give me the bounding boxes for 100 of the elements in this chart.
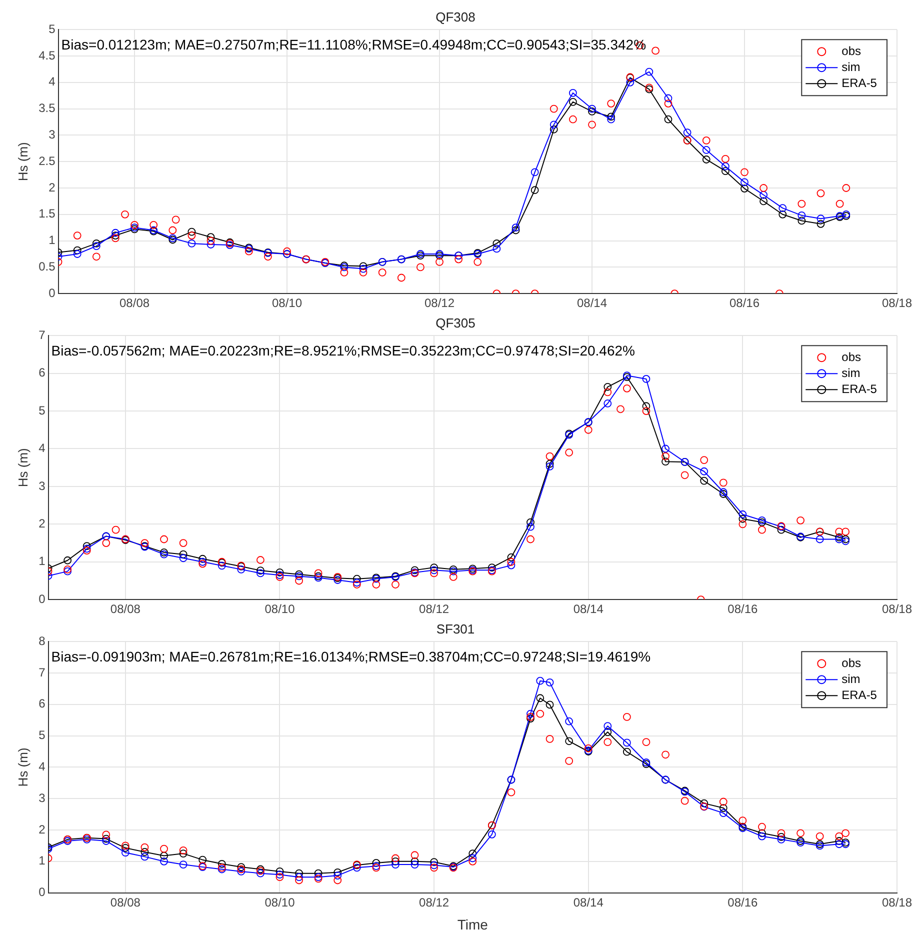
y-tick-label: 2.5	[38, 154, 56, 168]
y-tick-label: 5	[38, 403, 46, 418]
y-axis-title: Hs (m)	[15, 448, 30, 488]
point	[206, 233, 215, 242]
point	[607, 112, 616, 121]
point	[607, 115, 616, 124]
point	[546, 460, 554, 468]
y-tick-label: 3	[38, 790, 46, 805]
point	[798, 216, 806, 225]
point	[702, 146, 710, 154]
point	[662, 458, 670, 466]
point	[816, 214, 825, 223]
y-tick-label: 4	[38, 760, 46, 774]
point	[112, 232, 120, 240]
point	[816, 535, 824, 544]
point	[738, 514, 747, 523]
point	[588, 104, 596, 113]
point	[512, 224, 520, 232]
y-tick-label: 3	[38, 478, 46, 493]
point	[664, 94, 672, 102]
y-tick-label: 0.5	[38, 260, 56, 274]
x-tick-label: 08/18	[882, 602, 912, 616]
point	[721, 162, 730, 170]
y-tick-label: 1.5	[38, 206, 56, 221]
x-tick-label: 08/12	[424, 296, 455, 310]
legend-label: obs	[842, 656, 861, 670]
x-tick-label: 08/10	[264, 602, 296, 616]
y-tick-label: 1	[38, 854, 46, 868]
point	[256, 569, 264, 578]
point	[568, 98, 577, 106]
x-tick-label: 08/12	[419, 895, 450, 910]
legend-label: obs	[842, 44, 861, 58]
point	[430, 564, 438, 572]
y-tick-label: 3	[48, 128, 56, 142]
point	[604, 382, 612, 391]
x-tick-label: 08/14	[576, 296, 608, 310]
y-tick-label: 4	[38, 441, 46, 456]
point	[588, 107, 596, 116]
point	[740, 178, 748, 186]
point	[683, 128, 692, 137]
y-tick-label: 6	[38, 696, 46, 711]
point	[73, 246, 82, 254]
point	[546, 462, 554, 470]
point	[82, 542, 91, 550]
point	[188, 239, 196, 248]
point	[816, 220, 825, 228]
point	[662, 444, 670, 453]
annotation: Bias=-0.057562m; MAE=0.20223m;RE=8.9521%;RMSE=0.35223m;CC=0.97478;SI=20.462%	[51, 342, 635, 358]
point	[664, 115, 672, 124]
point	[798, 212, 806, 220]
legend-label: ERA-5	[842, 76, 878, 90]
legend-label: sim	[842, 60, 860, 74]
y-tick-label: 1	[48, 233, 56, 248]
point	[112, 228, 120, 237]
legend-label: sim	[842, 366, 860, 380]
y-tick-label: 0	[48, 286, 56, 300]
annotation: Bias=-0.091903m; MAE=0.26781m;RE=16.0134%;RMSE=0.38704m;CC=0.97248;SI=19.4619%	[51, 648, 651, 664]
point	[92, 239, 100, 248]
point	[92, 252, 100, 261]
legend-label: ERA-5	[842, 382, 878, 396]
chart-title: QF305	[436, 315, 476, 330]
point	[206, 240, 215, 248]
point	[526, 522, 534, 531]
point	[359, 264, 368, 273]
point	[702, 156, 710, 164]
y-axis-title: Hs (m)	[15, 748, 30, 787]
x-tick-label: 08/08	[120, 296, 150, 310]
point	[492, 244, 501, 253]
y-axis-title: Hs (m)	[15, 142, 30, 182]
y-tick-label: 1	[38, 554, 46, 568]
point	[645, 68, 654, 76]
x-tick-label: 08/16	[728, 895, 758, 910]
point	[198, 554, 207, 563]
x-tick-label: 08/14	[573, 602, 604, 616]
y-tick-label: 2	[38, 516, 46, 530]
y-tick-label: 0	[38, 885, 46, 900]
y-tick-label: 8	[38, 634, 46, 648]
point	[188, 228, 196, 236]
point	[721, 167, 730, 176]
legend-label: ERA-5	[842, 688, 878, 702]
y-tick-label: 5	[48, 22, 56, 36]
y-tick-label: 0	[38, 592, 46, 606]
point	[92, 242, 100, 250]
point	[102, 539, 110, 547]
point	[276, 568, 284, 576]
legend-label: sim	[842, 672, 860, 686]
point	[256, 566, 264, 575]
point	[179, 554, 188, 562]
point	[512, 226, 520, 234]
point	[73, 250, 82, 258]
y-tick-label: 3.5	[38, 101, 56, 116]
point	[237, 565, 246, 574]
x-tick-label: 08/10	[264, 895, 296, 910]
point	[488, 564, 496, 572]
point	[778, 210, 787, 218]
point	[777, 526, 786, 534]
x-tick-label: 08/10	[272, 296, 302, 310]
point	[700, 476, 708, 485]
y-tick-label: 4.5	[38, 48, 56, 62]
x-tick-label: 08/18	[882, 895, 912, 910]
